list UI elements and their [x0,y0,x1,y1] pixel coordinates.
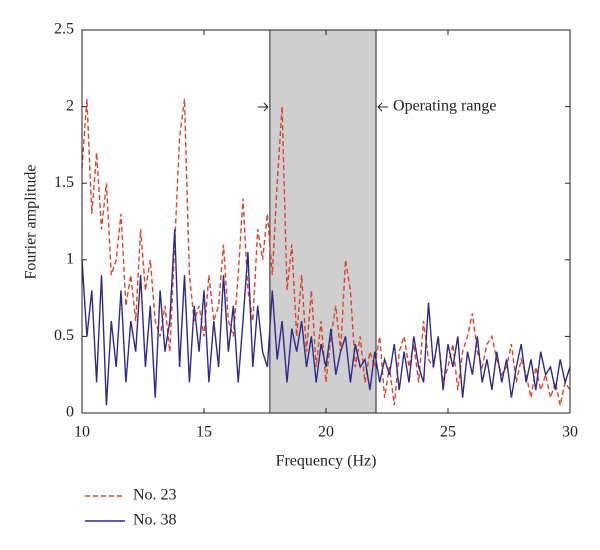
x-tick-label: 20 [318,424,334,441]
legend-label: No. 38 [133,512,177,529]
annotation-arrow [377,102,383,112]
y-tick-label: 2.5 [54,21,74,38]
x-axis-label: Frequency (Hz) [276,453,377,470]
x-tick-label: 30 [562,424,578,441]
y-tick-label: 1 [66,250,74,267]
legend-label: No. 23 [133,487,177,504]
y-tick-label: 1.5 [54,174,74,191]
series-line [81,229,571,406]
x-tick-label: 25 [440,424,456,441]
y-axis-label: Fourier amplitude [23,164,40,279]
y-tick-label: 2 [66,97,74,114]
annotation: Operating range [393,98,497,115]
series-line [81,98,571,406]
y-tick-label: 0.5 [54,327,74,344]
y-tick-label: 0 [66,404,74,421]
x-tick-label: 10 [74,424,90,441]
x-tick-label: 15 [196,424,212,441]
annotation-arrow [263,102,269,112]
